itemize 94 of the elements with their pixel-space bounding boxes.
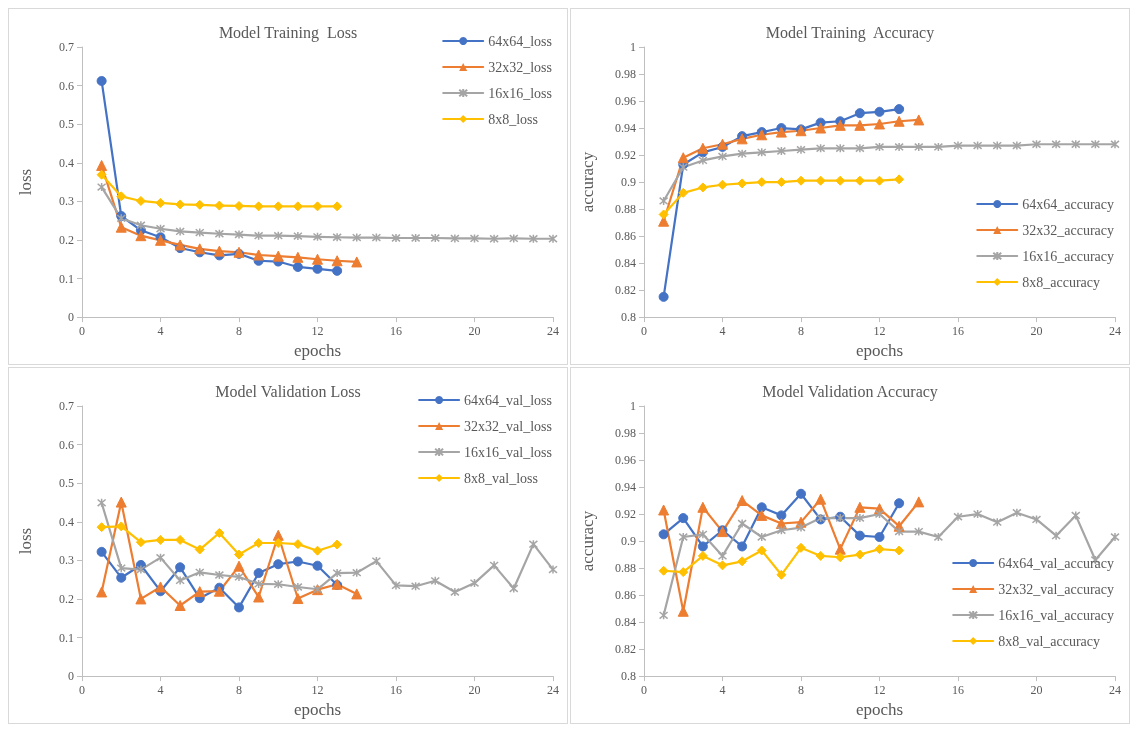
y-tick-label: 0.5	[59, 476, 74, 491]
x-axis-title: epochs	[855, 341, 904, 360]
legend-label: 16x16_loss	[488, 85, 553, 101]
x-tick-label: 20	[1030, 683, 1043, 698]
legend-label: 64x64_loss	[488, 33, 553, 49]
legend-label: 8x8_accuracy	[1022, 274, 1100, 290]
y-axis-title: loss	[16, 527, 35, 555]
chart-title: Model Training Accuracy	[765, 23, 935, 42]
y-tick-label: 0.1	[59, 271, 74, 286]
y-tick-label: 0.96	[615, 94, 636, 109]
x-tick-label: 16	[390, 683, 402, 698]
legend-label: 32x32_val_loss	[464, 418, 552, 434]
y-tick-label: 0.86	[615, 229, 636, 244]
y-tick-label: 1	[630, 399, 636, 413]
y-tick-label: 0.94	[615, 121, 636, 136]
y-tick-label: 0.6	[59, 437, 74, 452]
x-tick-label: 8	[798, 683, 804, 698]
y-tick-label: 0.94	[615, 480, 636, 495]
y-tick-label: 0.1	[59, 630, 74, 645]
x-tick-label: 8	[798, 324, 804, 339]
y-tick-label: 0.4	[59, 155, 74, 170]
x-tick-label: 0	[79, 683, 85, 698]
y-tick-label: 0.5	[59, 117, 74, 132]
y-tick-label: 0.8	[621, 310, 636, 325]
y-tick-label: 0.6	[59, 78, 74, 93]
legend-label: 32x32_val_accuracy	[998, 581, 1115, 597]
legend-label: 32x32_loss	[488, 59, 553, 75]
x-tick-label: 24	[1109, 683, 1121, 698]
y-tick-label: 0.98	[615, 67, 636, 82]
y-axis-title: accuracy	[578, 151, 597, 213]
x-tick-label: 4	[157, 683, 164, 698]
y-tick-label: 0.8	[621, 669, 636, 684]
y-tick-label: 0.7	[59, 399, 74, 413]
legend-label: 16x16_accuracy	[1022, 248, 1114, 264]
y-tick-label: 0.86	[615, 588, 636, 603]
x-tick-label: 4	[719, 683, 726, 698]
y-tick-label: 0.82	[615, 642, 636, 657]
chart-title: Model Training Loss	[218, 23, 358, 42]
y-tick-label: 0.88	[615, 561, 636, 576]
x-tick-label: 20	[1030, 324, 1043, 339]
x-tick-label: 20	[468, 683, 481, 698]
y-tick-label: 0.92	[615, 507, 636, 522]
legend-label: 8x8_val_loss	[464, 470, 538, 486]
x-tick-label: 16	[952, 683, 964, 698]
x-tick-label: 0	[641, 683, 647, 698]
y-tick-label: 0.96	[615, 453, 636, 468]
y-tick-label: 0.3	[59, 553, 74, 568]
x-tick-label: 12	[873, 324, 886, 339]
legend-label: 64x64_val_accuracy	[998, 555, 1115, 571]
y-tick-label: 0.84	[615, 615, 636, 630]
y-tick-label: 0.2	[59, 232, 74, 247]
x-tick-label: 24	[1109, 324, 1121, 339]
chart-title: Model Validation Loss	[215, 382, 361, 400]
y-tick-label: 0.9	[621, 175, 636, 190]
x-tick-label: 16	[952, 324, 964, 339]
legend-label: 16x16_val_loss	[464, 444, 552, 460]
legend-label: 8x8_loss	[488, 111, 539, 127]
x-tick-label: 12	[873, 683, 886, 698]
y-axis-title: accuracy	[578, 510, 597, 572]
y-tick-label: 0.88	[615, 202, 636, 217]
y-tick-label: 0.82	[615, 283, 636, 298]
legend-label: 8x8_val_accuracy	[998, 633, 1101, 649]
x-tick-label: 8	[236, 324, 242, 339]
x-tick-label: 12	[311, 683, 324, 698]
y-tick-label: 0	[68, 669, 74, 684]
legend-label: 64x64_val_loss	[464, 392, 552, 408]
y-tick-label: 0.98	[615, 426, 636, 441]
y-tick-label: 0.3	[59, 194, 74, 209]
x-tick-label: 20	[468, 324, 481, 339]
y-tick-label: 0	[68, 310, 74, 325]
x-tick-label: 0	[79, 324, 85, 339]
y-axis-title: loss	[16, 168, 35, 196]
chart-title: Model Validation Accuracy	[762, 382, 938, 401]
legend-label: 32x32_accuracy	[1022, 222, 1114, 238]
y-tick-label: 0.84	[615, 256, 636, 271]
x-tick-label: 24	[547, 324, 559, 339]
x-axis-title: epochs	[293, 700, 342, 719]
y-tick-label: 0.2	[59, 591, 74, 606]
y-tick-label: 0.9	[621, 534, 636, 549]
y-tick-label: 0.92	[615, 148, 636, 163]
x-tick-label: 0	[641, 324, 647, 339]
legend-label: 16x16_val_accuracy	[998, 607, 1115, 623]
y-tick-label: 1	[630, 40, 636, 54]
x-tick-label: 24	[547, 683, 559, 698]
x-tick-label: 4	[157, 324, 164, 339]
x-axis-title: epochs	[293, 341, 342, 360]
y-tick-label: 0.4	[59, 514, 74, 529]
x-tick-label: 12	[311, 324, 324, 339]
x-tick-label: 8	[236, 683, 242, 698]
y-tick-label: 0.7	[59, 40, 74, 54]
x-axis-title: epochs	[855, 700, 904, 719]
x-tick-label: 16	[390, 324, 402, 339]
x-tick-label: 4	[719, 324, 726, 339]
legend-label: 64x64_accuracy	[1022, 196, 1114, 212]
